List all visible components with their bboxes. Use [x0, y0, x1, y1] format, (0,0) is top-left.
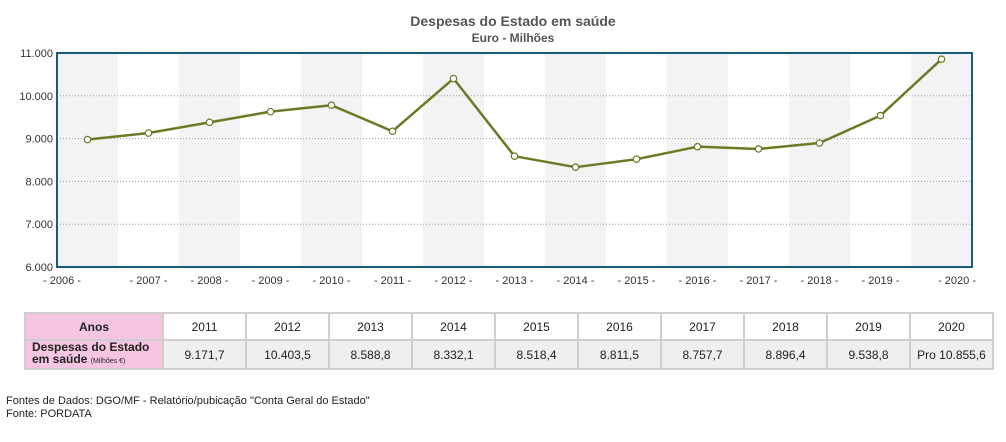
table-values-row: Despesas do Estado em saúde (Milhões €) … [24, 339, 994, 370]
x-tick-label: - 2020 - [938, 275, 976, 287]
data-point[interactable] [937, 55, 946, 63]
table-header-label: Anos [24, 312, 164, 341]
x-tick-label: - 2009 - [252, 275, 290, 287]
plot-frame [56, 52, 973, 268]
x-tick-label: - 2010 - [313, 275, 351, 287]
table-value-cell: 9.171,7 [162, 339, 247, 370]
table-header-row: Anos 2011 2012 2013 2014 2015 2016 2017 … [24, 312, 994, 341]
x-axis-ticks: - 2006 - - 2007 - - 2008 - - 2009 - - 2010 -… [43, 275, 976, 287]
x-tick-label: - 2016 - [679, 275, 717, 287]
table-year-cell: 2012 [245, 312, 330, 341]
table-value-cell: 10.403,5 [245, 339, 330, 370]
x-tick-label: - 2012 - [435, 275, 473, 287]
data-point[interactable] [632, 155, 641, 164]
series-line [83, 55, 946, 171]
data-point[interactable] [266, 107, 275, 116]
x-tick-label: - 2014 - [557, 275, 595, 287]
table-row-label: Despesas do Estado em saúde (Milhões €) [24, 339, 164, 370]
row-label-line2: em saúde [32, 352, 88, 366]
x-tick-label: - 2013 - [496, 275, 534, 287]
data-point[interactable] [754, 145, 763, 153]
background-bands [57, 53, 972, 267]
data-point[interactable] [815, 139, 824, 147]
data-point[interactable] [449, 74, 458, 83]
table-value-cell: 8.896,4 [743, 339, 828, 370]
table-value-cell: 8.518,4 [494, 339, 579, 370]
y-tick-label: 9.000 [25, 134, 53, 146]
y-tick-label: 6.000 [25, 262, 53, 274]
background-band [667, 53, 728, 267]
table-year-cell: 2016 [577, 312, 662, 341]
data-sources-note: Fontes de Dados: DGO/MF - Relatório/pubi… [6, 395, 370, 407]
background-band [423, 53, 484, 267]
y-axis-ticks: 6.000 7.000 8.000 9.000 10.000 11.000 [19, 48, 53, 274]
table-year-cell: 2020 [909, 312, 994, 341]
chart-subtitle: Euro - Milhões [472, 31, 555, 45]
row-label-unit: (Milhões €) [90, 358, 126, 365]
table-value-cell: 9.538,8 [826, 339, 911, 370]
data-table: Anos 2011 2012 2013 2014 2015 2016 2017 … [24, 312, 994, 370]
data-point[interactable] [205, 118, 214, 127]
line-chart: Despesas do Estado em saúde Euro - Milhõ… [19, 13, 976, 287]
table-year-cell: 2014 [411, 312, 496, 341]
table-year-cell: 2019 [826, 312, 911, 341]
table-year-cell: 2017 [660, 312, 745, 341]
x-tick-label: - 2011 - [374, 275, 411, 287]
background-band [789, 53, 850, 267]
x-tick-label: - 2006 - [43, 275, 81, 287]
table-value-cell: 8.757,7 [660, 339, 745, 370]
x-tick-label: - 2008 - [191, 275, 229, 287]
x-tick-label: - 2017 - [740, 275, 778, 287]
y-tick-label: 10.000 [19, 91, 53, 103]
data-point[interactable] [83, 135, 92, 144]
data-point[interactable] [510, 152, 519, 160]
table-value-cell: 8.811,5 [577, 339, 662, 370]
y-tick-label: 8.000 [25, 176, 53, 188]
data-point[interactable] [693, 142, 702, 151]
x-tick-label: - 2018 - [801, 275, 839, 287]
source-note: Fonte: PORDATA [6, 408, 92, 420]
table-value-cell: Pro 10.855,6 [909, 339, 994, 370]
x-tick-label: - 2019 - [862, 275, 900, 287]
table-value-cell: 8.332,1 [411, 339, 496, 370]
data-point[interactable] [876, 111, 885, 120]
data-point[interactable] [327, 101, 336, 110]
y-tick-label: 11.000 [20, 48, 53, 60]
data-point[interactable] [571, 163, 580, 171]
x-tick-label: - 2015 - [618, 275, 656, 287]
chart-title: Despesas do Estado em saúde [410, 13, 616, 29]
background-band [179, 53, 240, 267]
grid-lines [57, 95, 972, 225]
y-tick-label: 7.000 [25, 219, 53, 231]
table-year-cell: 2018 [743, 312, 828, 341]
background-band [57, 53, 118, 267]
data-point[interactable] [388, 127, 397, 136]
row-label-line1: Despesas do Estado [32, 340, 150, 354]
data-point[interactable] [144, 129, 153, 137]
table-year-cell: 2013 [328, 312, 413, 341]
table-value-cell: 8.588,8 [328, 339, 413, 370]
x-tick-label: - 2007 - [130, 275, 168, 287]
background-band [301, 53, 362, 267]
background-band [911, 53, 972, 267]
table-year-cell: 2015 [494, 312, 579, 341]
table-year-cell: 2011 [162, 312, 247, 341]
background-band [545, 53, 606, 267]
